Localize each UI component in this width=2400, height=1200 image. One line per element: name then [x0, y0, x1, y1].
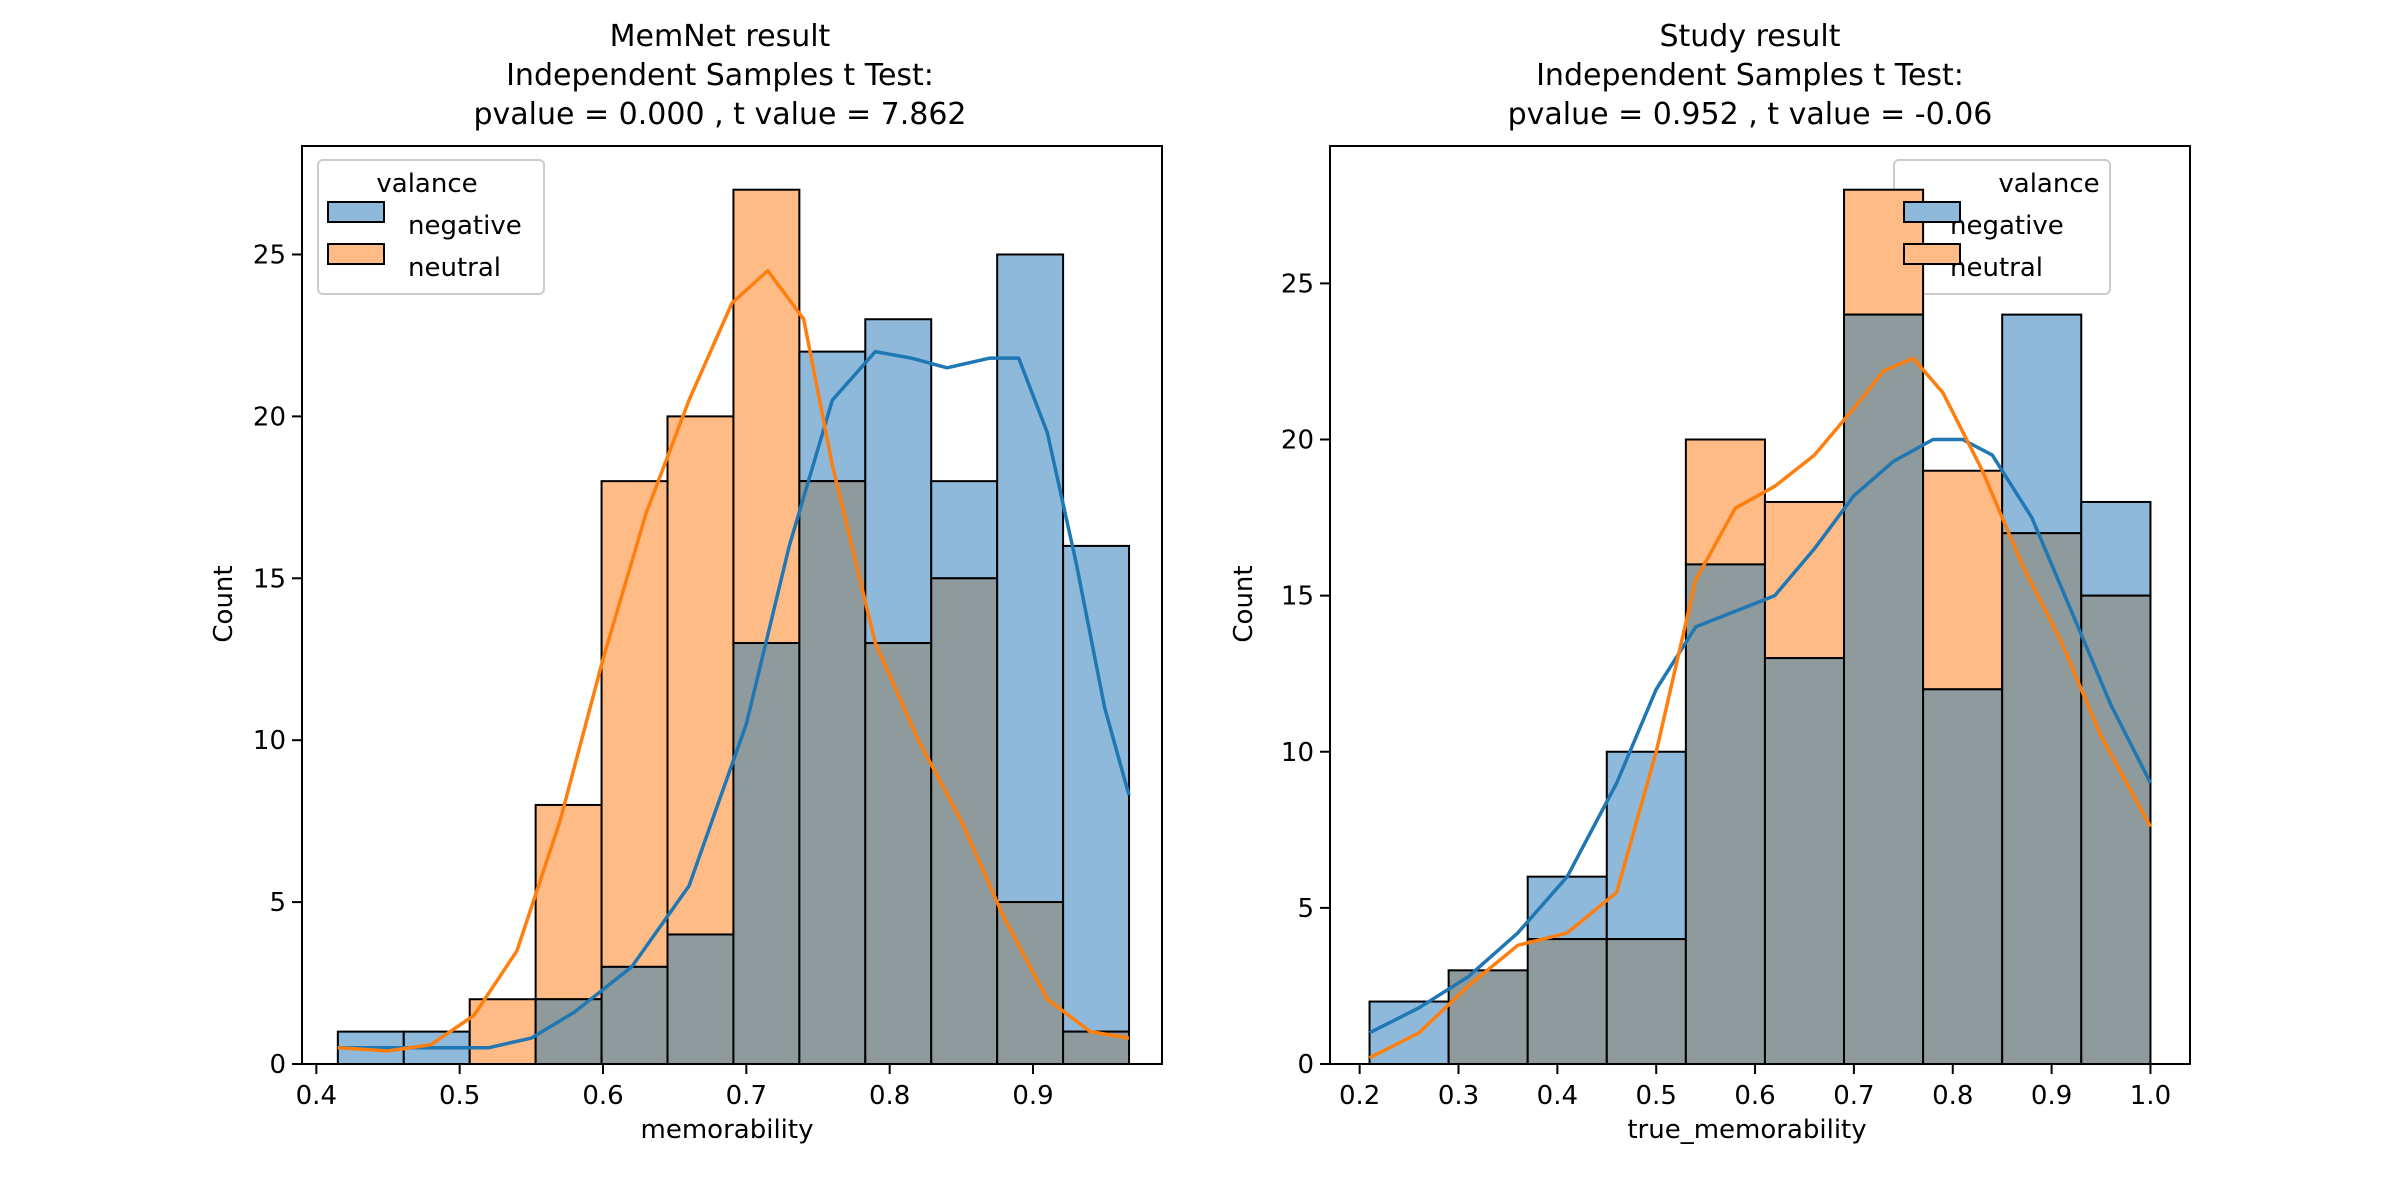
bar-overlap-9 — [930, 577, 999, 1065]
y-tick-label: 10 — [1281, 738, 1314, 768]
legend-title: valance — [1998, 169, 2099, 199]
x-axis-label: memorability — [641, 1115, 814, 1145]
bar-overlap-6 — [732, 642, 801, 1065]
kde-line-neutral — [337, 268, 1130, 1053]
x-tick-label: 0.8 — [869, 1081, 910, 1111]
title-line-1: MemNet result — [610, 19, 831, 54]
title-line-2: Independent Samples t Test: — [1536, 58, 1964, 93]
legend-swatch-neutral — [1903, 243, 1961, 265]
y-axis-label: Count — [1229, 565, 1259, 642]
y-tick-label: 0 — [269, 1050, 286, 1080]
axes-frame — [1329, 145, 2191, 1065]
y-tick-label: 5 — [269, 888, 286, 918]
study-histogram-panel: Study result Independent Samples t Test:… — [1229, 19, 2191, 1145]
y-tick-label: 15 — [253, 564, 286, 594]
bar-overlap-9 — [2080, 594, 2152, 1065]
bar-overlap-3 — [1605, 938, 1687, 1066]
x-tick-label: 1.0 — [2130, 1081, 2171, 1111]
bar-neutral-5 — [666, 415, 735, 936]
y-tick-label: 5 — [1297, 894, 1314, 924]
bar-negative-11 — [1062, 544, 1131, 1033]
bar-overlap-8 — [864, 642, 933, 1065]
bar-neutral-6 — [732, 188, 801, 645]
bars — [1368, 188, 2152, 1066]
bar-neutral-4 — [1684, 438, 1766, 566]
legend-swatch-neutral — [327, 243, 385, 265]
bar-overlap-1 — [1447, 969, 1529, 1066]
title-line-1: Study result — [1659, 19, 1840, 54]
x-tick-label: 0.8 — [1932, 1081, 1973, 1111]
x-tick-label: 0.7 — [1833, 1081, 1874, 1111]
y-tick-label: 15 — [1281, 582, 1314, 612]
x-tick-label: 0.7 — [726, 1081, 767, 1111]
x-tick-label: 0.9 — [2031, 1081, 2072, 1111]
bar-negative-9 — [930, 480, 999, 580]
x-tick-label: 0.4 — [1537, 1081, 1578, 1111]
x-axis-label: true_memorability — [1627, 1115, 1866, 1145]
x-tick-label: 0.5 — [1636, 1081, 1677, 1111]
bar-neutral-2 — [468, 998, 537, 1065]
bar-overlap-3 — [534, 998, 603, 1065]
x-tick-label: 0.2 — [1339, 1081, 1380, 1111]
legend-label-neutral: neutral — [1950, 253, 2043, 283]
bar-negative-10 — [996, 253, 1065, 904]
bar-overlap-5 — [666, 933, 735, 1065]
title-line-3: pvalue = 0.952 , t value = -0.06 — [1508, 97, 1993, 132]
x-tick-label: 0.6 — [1734, 1081, 1775, 1111]
legend-label-negative: negative — [1950, 211, 2064, 241]
bar-overlap-8 — [2001, 532, 2083, 1065]
kde-line-neutral — [1368, 356, 2153, 1060]
x-tick-label: 0.3 — [1438, 1081, 1479, 1111]
memnet-histogram-panel: MemNet result Independent Samples t Test… — [209, 19, 1163, 1145]
bar-negative-9 — [2080, 500, 2152, 597]
axes-frame — [301, 145, 1163, 1065]
kde-line-negative — [337, 349, 1131, 1050]
legend-swatch-negative — [327, 201, 385, 223]
y-axis-label: Count — [209, 565, 239, 642]
y-tick-label: 25 — [1281, 269, 1314, 299]
y-tick-label: 20 — [253, 402, 286, 432]
bar-overlap-5 — [1763, 657, 1846, 1065]
x-tick-label: 0.6 — [582, 1081, 623, 1111]
title-line-2: Independent Samples t Test: — [506, 58, 934, 93]
legend-title: valance — [376, 169, 477, 199]
bar-overlap-7 — [1922, 688, 2004, 1066]
bar-overlap-6 — [1843, 313, 1925, 1065]
bar-neutral-3 — [534, 803, 603, 1001]
legend-swatch-negative — [1903, 201, 1961, 223]
x-tick-label: 0.5 — [439, 1081, 480, 1111]
legend-label-neutral: neutral — [408, 253, 501, 283]
bar-neutral-7 — [1922, 469, 2004, 691]
bars — [336, 188, 1131, 1065]
x-tick-label: 0.4 — [296, 1081, 337, 1111]
kde-line-negative — [1368, 437, 2153, 1035]
bar-negative-8 — [2001, 313, 2083, 535]
y-tick-label: 0 — [1297, 1050, 1314, 1080]
x-tick-label: 0.9 — [1012, 1081, 1053, 1111]
bar-negative-8 — [864, 318, 933, 645]
y-tick-label: 10 — [253, 726, 286, 756]
bar-overlap-7 — [798, 480, 867, 1065]
y-tick-label: 25 — [253, 240, 286, 270]
title-line-3: pvalue = 0.000 , t value = 7.862 — [473, 97, 966, 132]
bar-overlap-4 — [1684, 563, 1766, 1065]
bar-overlap-2 — [1526, 938, 1608, 1066]
legend-label-negative: negative — [408, 211, 522, 241]
y-tick-label: 20 — [1281, 426, 1314, 456]
